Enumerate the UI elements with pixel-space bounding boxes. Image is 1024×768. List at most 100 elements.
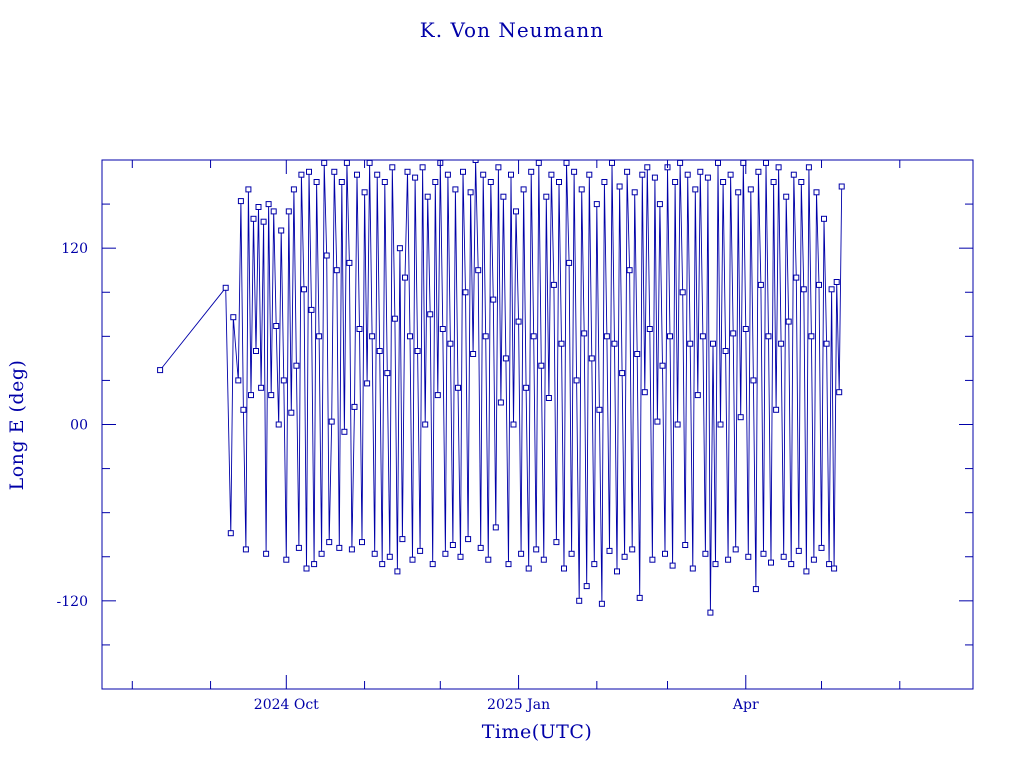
y-tick-label: 00 [70,418,88,434]
plot-area [101,159,974,690]
data-point [561,565,567,572]
y-axis-label: Long E (deg) [6,360,28,491]
data-point [255,204,262,210]
data-point [275,421,282,428]
data-point [515,318,522,325]
data-point [460,168,466,175]
data-point [260,218,267,225]
data-point [369,333,376,340]
data-point [765,333,772,340]
data-point [263,550,270,557]
data-point [649,556,656,563]
data-point [538,362,545,369]
data-point [490,296,497,303]
data-point [444,171,451,178]
data-point [230,314,237,321]
data-point [227,530,234,537]
data-point [785,318,792,325]
data-point [253,348,259,354]
data-point [535,160,542,166]
data-point [323,252,330,259]
chart-title: K. Von Neumann [420,18,604,42]
data-point [816,281,822,288]
data-point [692,186,699,193]
data-point [371,550,378,557]
data-point [396,245,403,252]
data-point [303,565,310,572]
data-point [333,267,340,274]
data-point [704,174,711,181]
data-point [710,340,716,347]
data-point [644,164,651,171]
series-group [157,160,845,616]
data-point [497,399,504,406]
data-point [434,392,441,399]
data-point [366,160,373,166]
data-point [311,561,318,568]
data-point [285,208,292,215]
data-point [553,539,560,546]
data-point [242,546,249,553]
data-point [611,340,618,347]
data-point [760,550,767,557]
data-point [752,586,759,593]
data-point [336,544,343,551]
data-point [775,164,782,171]
data-point [379,561,386,568]
data-point [513,208,519,215]
data-point [409,556,416,563]
data-point [550,281,557,288]
data-point [593,201,600,208]
data-point [609,160,615,166]
data-point [687,340,694,347]
data-point [341,428,348,435]
data-point [780,553,787,560]
data-point [237,198,244,205]
data-point [730,330,737,337]
data-point [419,164,426,171]
data-point [321,160,328,166]
y-tick-label: -120 [57,594,88,610]
data-point [659,362,666,369]
data-point [245,186,252,193]
data-point [826,561,833,568]
data-point [313,179,320,185]
data-point [563,160,570,166]
data-point [732,546,739,553]
data-point [614,568,620,575]
data-point [818,544,825,551]
data-point [414,348,421,354]
data-point [482,333,489,340]
data-point [457,553,464,560]
data-point [384,370,391,377]
data-point [424,193,431,200]
data-point [318,550,325,557]
plot-frame [101,159,974,690]
data-point [725,556,732,563]
data-point [361,189,368,196]
data-point [568,550,575,557]
data-point [508,171,514,178]
data-point [429,561,436,568]
data-point [427,311,434,318]
data-point [619,370,626,377]
data-point [301,286,307,293]
data-point [306,168,312,175]
data-point [679,289,686,296]
data-point [394,568,401,575]
data-point [667,333,673,340]
data-point [447,340,454,347]
data-point [500,193,507,200]
x-tick-label: 2025 Jan [487,697,550,713]
data-point [432,179,439,185]
data-point [439,326,446,332]
data-point [265,201,272,208]
y-tick-labels: 120 00 -120 [57,241,88,610]
data-point [530,333,537,340]
data-point [475,267,482,274]
data-point [634,351,641,357]
data-point [548,171,555,178]
data-point [598,600,605,607]
data-point [240,406,247,413]
data-point [621,553,628,560]
